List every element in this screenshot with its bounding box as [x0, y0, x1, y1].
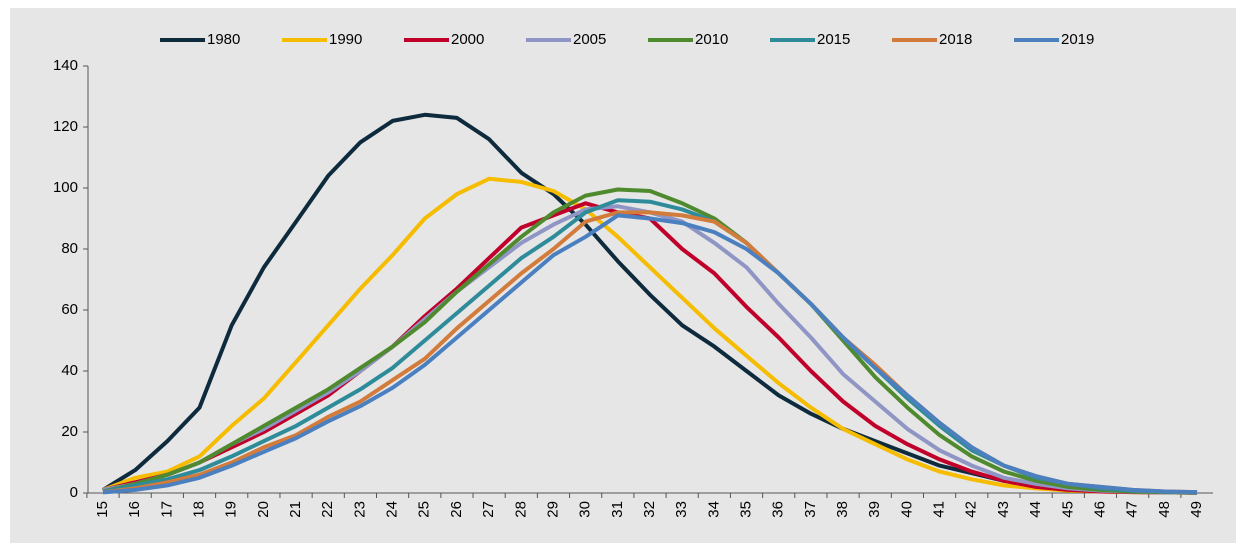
legend-label: 2005: [573, 31, 606, 48]
x-tick-label: 23: [351, 501, 368, 518]
x-tick-label: 48: [1156, 501, 1173, 518]
x-tick-label: 17: [158, 501, 175, 518]
x-tick-label: 32: [641, 501, 658, 518]
x-tick-label: 36: [770, 501, 787, 518]
x-tick-label: 29: [544, 501, 561, 518]
x-tick-label: 47: [1124, 501, 1141, 518]
legend-label: 2015: [817, 31, 850, 48]
legend-label: 2018: [939, 31, 972, 48]
legend-label: 1990: [329, 31, 362, 48]
x-tick-label: 28: [512, 501, 529, 518]
x-tick-label: 39: [866, 501, 883, 518]
x-tick-label: 33: [673, 501, 690, 518]
y-tick-label: 20: [61, 423, 78, 440]
y-tick-label: 60: [61, 301, 78, 318]
legend-label: 2000: [451, 31, 484, 48]
x-tick-label: 38: [834, 501, 851, 518]
x-tick-label: 37: [802, 501, 819, 518]
x-tick-label: 18: [190, 501, 207, 518]
x-tick-label: 20: [255, 501, 272, 518]
x-tick-label: 25: [416, 501, 433, 518]
x-tick-label: 35: [737, 501, 754, 518]
x-tick-label: 22: [319, 501, 336, 518]
series-line: [102, 176, 1198, 495]
legend-label: 2019: [1061, 31, 1094, 48]
x-tick-label: 21: [287, 501, 304, 518]
y-tick-label: 0: [70, 484, 78, 501]
x-tick-label: 16: [126, 501, 143, 518]
series-line: [102, 213, 1198, 495]
y-tick-label: 80: [61, 240, 78, 257]
legend-label: 1980: [207, 31, 240, 48]
x-tick-label: 24: [384, 501, 401, 518]
x-tick-label: 30: [577, 501, 594, 518]
y-tick-label: 120: [53, 118, 78, 135]
x-tick-label: 41: [931, 501, 948, 518]
x-tick-label: 43: [995, 501, 1012, 518]
x-tick-label: 40: [898, 501, 915, 518]
y-tick-label: 140: [53, 57, 78, 74]
legend-label: 2010: [695, 31, 728, 48]
x-tick-label: 26: [448, 501, 465, 518]
x-tick-label: 42: [963, 501, 980, 518]
x-tick-label: 49: [1188, 501, 1205, 518]
x-tick-label: 15: [94, 501, 111, 518]
x-tick-label: 44: [1027, 501, 1044, 518]
x-tick-label: 45: [1059, 501, 1076, 518]
x-tick-label: 46: [1091, 501, 1108, 518]
x-tick-label: 31: [609, 501, 626, 518]
y-tick-label: 40: [61, 362, 78, 379]
y-tick-label: 100: [53, 179, 78, 196]
series-line: [102, 187, 1198, 495]
x-tick-label: 34: [705, 501, 722, 518]
x-tick-label: 27: [480, 501, 497, 518]
x-tick-label: 19: [223, 501, 240, 518]
